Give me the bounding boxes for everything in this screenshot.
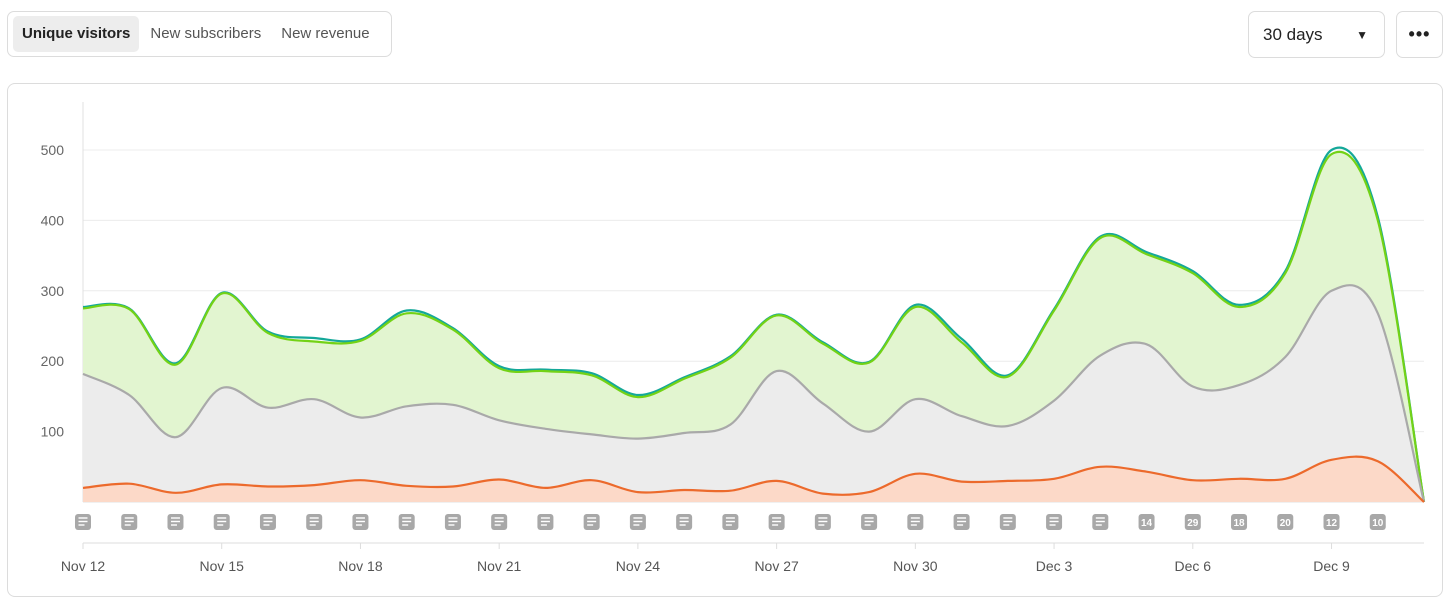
x-tick-label: Nov 18 [338, 558, 383, 574]
annotation-marker [1277, 514, 1294, 530]
series-area-gray [83, 285, 1424, 502]
annotation-count: 18 [1233, 518, 1245, 529]
x-tick-label: Dec 9 [1313, 558, 1350, 574]
x-tick-label: Nov 15 [200, 558, 245, 574]
y-tick-label: 500 [41, 142, 65, 158]
annotation-count: 12 [1326, 518, 1338, 529]
x-tick-label: Nov 21 [477, 558, 522, 574]
x-tick-label: Nov 30 [893, 558, 938, 574]
annotation-marker [1369, 514, 1386, 530]
series-line-gray [82, 284, 1426, 503]
x-tick-label: Nov 24 [616, 558, 661, 574]
y-tick-label: 300 [41, 283, 65, 299]
more-options-button[interactable]: ••• [1396, 11, 1443, 58]
x-tick-label: Nov 27 [754, 558, 799, 574]
series-line-orange [82, 455, 1425, 503]
ellipsis-icon: ••• [1408, 24, 1431, 44]
x-tick-label: Dec 3 [1036, 558, 1073, 574]
chart-card: 100 200 300 400 500 14 29 18 20 12 10 Nov 12 Nov 15 N… [7, 83, 1443, 597]
annotation-marker [1323, 514, 1340, 530]
visitors-chart: 100 200 300 400 500 14 29 18 20 12 10 Nov 12 Nov 15 N… [41, 102, 1426, 574]
series-line-light-green [82, 150, 1426, 503]
date-range-value: 30 days [1263, 24, 1323, 44]
metric-tabs: Unique visitors New subscribers New reve… [7, 11, 392, 57]
y-tick-label: 200 [41, 353, 65, 369]
annotation-marker [1138, 514, 1155, 530]
x-tick-label: Dec 6 [1175, 558, 1212, 574]
x-tick-label: Nov 12 [61, 558, 106, 574]
annotation-marker [1184, 514, 1201, 530]
annotation-count: 14 [1141, 518, 1153, 529]
annotation-count: 10 [1372, 518, 1384, 529]
annotation-marker [1231, 514, 1248, 530]
caret-down-icon: ▼ [1356, 27, 1368, 42]
annotation-count: 29 [1187, 518, 1199, 529]
tab-unique-visitors[interactable]: Unique visitors [13, 16, 140, 52]
tab-new-subscribers[interactable]: New subscribers [150, 25, 262, 42]
date-range-select[interactable]: 30 days ▼ [1248, 11, 1385, 58]
y-tick-label: 100 [41, 424, 65, 440]
annotation-count: 20 [1280, 518, 1292, 529]
tab-new-revenue[interactable]: New revenue [281, 25, 370, 42]
series-area-orange [83, 456, 1424, 502]
y-tick-label: 400 [41, 212, 65, 228]
